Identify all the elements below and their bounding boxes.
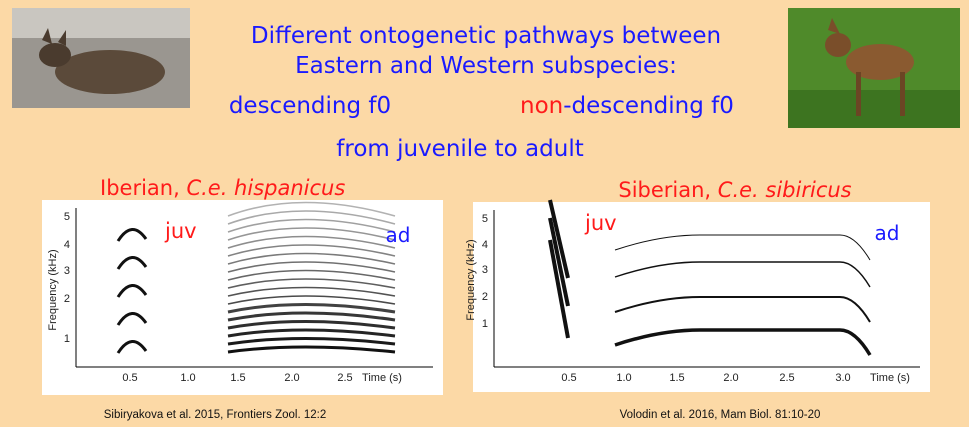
juv-label: juv [584, 211, 617, 235]
harmonic [614, 328, 872, 356]
harmonic [227, 345, 396, 354]
x-tick-label: 1.5 [669, 372, 684, 384]
harmonic [227, 286, 396, 297]
harmonic [227, 295, 396, 305]
ad-label: ad [875, 221, 900, 245]
x-tick-label: 2.5 [337, 372, 352, 384]
harmonic [227, 311, 396, 322]
panel-label-italic: C.e. sibiricus [718, 178, 852, 202]
x-tick-label: 1.0 [616, 372, 631, 384]
harmonic [116, 256, 148, 270]
x-axis-label: Time (s) [870, 372, 910, 384]
y-tick-label: 1 [482, 318, 488, 330]
harmonic [227, 227, 396, 241]
y-tick-label: 4 [64, 239, 70, 251]
x-tick-label: 2.0 [723, 372, 738, 384]
harmonic [116, 228, 148, 242]
x-tick-label: 3.0 [835, 372, 850, 384]
panel-label: Siberian, C.e. sibiricus [618, 178, 851, 202]
y-tick-label: 3 [482, 264, 488, 276]
rest: -descending f0 [563, 93, 734, 119]
harmonic [614, 261, 871, 288]
harmonic [227, 201, 396, 217]
photo-left [12, 8, 190, 108]
harmonic [227, 210, 396, 225]
x-axis-label: Time (s) [362, 372, 402, 384]
harmonic [548, 217, 570, 307]
y-tick-label: 2 [482, 291, 488, 303]
y-tick-label: 2 [64, 293, 70, 305]
harmonic [548, 199, 570, 279]
y-tick-label: 5 [482, 213, 488, 225]
y-tick-label: 5 [64, 211, 70, 223]
harmonic [614, 296, 871, 323]
spectrogram-panel: Siberian, C.e. sibiricus Frequency (kHz) 1… [465, 178, 930, 421]
photo-right [788, 8, 960, 128]
panel-label-text: Iberian, [100, 176, 186, 200]
title-line: Different ontogenetic pathways between [251, 23, 721, 49]
harmonic [227, 303, 396, 314]
subtitle: from juvenile to adult [336, 136, 583, 162]
y-axis-label: Frequency (kHz) [47, 249, 59, 330]
x-tick-label: 0.5 [122, 372, 137, 384]
harmonic [227, 269, 396, 281]
harmonic [227, 252, 396, 265]
x-tick-label: 2.0 [284, 372, 299, 384]
y-tick-label: 1 [64, 333, 70, 345]
panel-label-italic: C.e. hispanicus [186, 176, 345, 200]
harmonic [227, 278, 396, 289]
harmonic [227, 337, 396, 346]
y-axis-label: Frequency (kHz) [465, 239, 477, 320]
harmonic [548, 239, 570, 339]
highlight: non [520, 93, 563, 119]
harmonic [116, 340, 148, 354]
x-tick-label: 1.0 [180, 372, 195, 384]
harmonic [227, 235, 396, 249]
y-tick-label: 3 [64, 265, 70, 277]
x-tick-label: 1.5 [230, 372, 245, 384]
ad-label: ad [386, 223, 411, 247]
harmonic [227, 328, 396, 338]
x-tick-label: 0.5 [561, 372, 576, 384]
harmonic [116, 312, 148, 326]
harmonic [116, 284, 148, 298]
citation: Volodin et al. 2016, Mam Biol. 81:10-20 [620, 409, 821, 421]
harmonic [227, 320, 396, 330]
panel-label-text: Siberian, [618, 178, 717, 202]
juv-label: juv [164, 219, 197, 243]
harmonic [227, 244, 396, 257]
y-tick-label: 4 [482, 239, 488, 251]
harmonic [227, 261, 396, 273]
x-tick-label: 2.5 [779, 372, 794, 384]
title-line: Eastern and Western subspecies: [295, 53, 677, 79]
harmonic [614, 234, 871, 261]
descending-label: descending f0 [229, 93, 391, 119]
harmonic [227, 218, 396, 233]
citation: Sibiryakova et al. 2015, Frontiers Zool.… [104, 409, 326, 421]
spectrogram [42, 200, 443, 395]
spectrogram-panel: Iberian, C.e. hispanicus Frequency (kHz) 1… [42, 176, 443, 421]
non-descending-label: non-descending f0 [520, 93, 734, 119]
panel-label: Iberian, C.e. hispanicus [100, 176, 345, 200]
